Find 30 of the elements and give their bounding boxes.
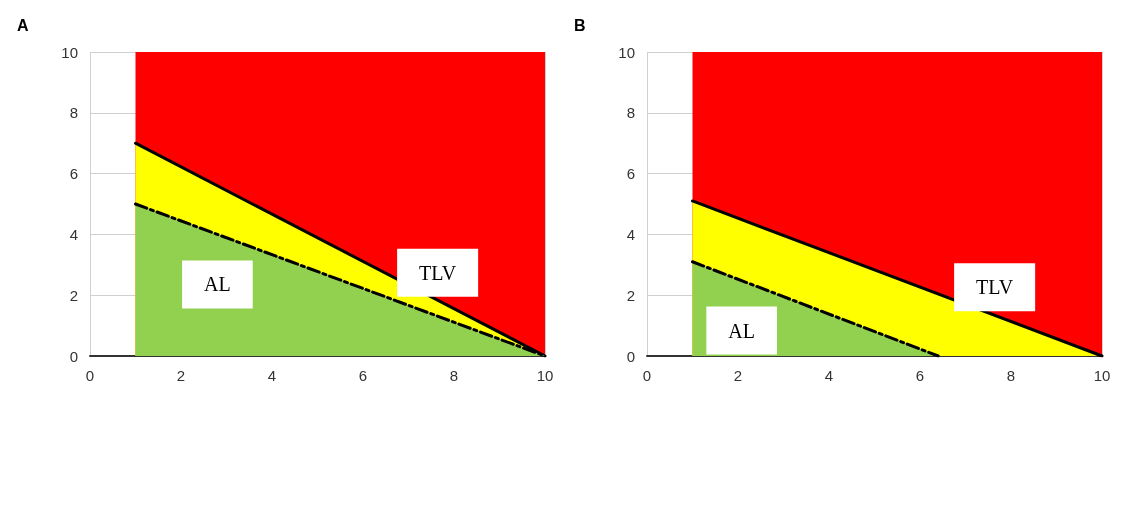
- chart-title: A: [17, 16, 29, 34]
- x-tick-label: 4: [824, 367, 834, 384]
- y-tick-label: 10: [618, 43, 635, 61]
- y-tick-label: 0: [69, 347, 78, 365]
- series-label: TLV: [976, 276, 1014, 299]
- y-tick-label: 8: [69, 104, 78, 122]
- x-tick-label: 4: [267, 367, 277, 384]
- x-tick-label: 2: [176, 367, 186, 384]
- x-tick-label: 8: [1006, 367, 1016, 384]
- series-label: AL: [728, 319, 755, 342]
- chart-title: B: [574, 16, 586, 34]
- x-tick-label: 8: [449, 367, 459, 384]
- y-tick-label: 2: [626, 286, 635, 304]
- x-tick-label: 10: [536, 367, 554, 384]
- y-tick-label: 4: [626, 225, 635, 243]
- x-tick-label: 0: [85, 367, 95, 384]
- series-label: TLV: [419, 261, 457, 284]
- x-tick-label: 6: [358, 367, 368, 384]
- y-tick-label: 6: [69, 165, 78, 183]
- x-tick-label: 0: [642, 367, 652, 384]
- x-tick-label: 6: [915, 367, 925, 384]
- y-tick-label: 10: [61, 43, 78, 61]
- x-tick-label: 2: [733, 367, 743, 384]
- y-tick-label: 4: [69, 225, 78, 243]
- y-tick-label: 2: [69, 286, 78, 304]
- y-tick-label: 6: [626, 165, 635, 183]
- y-tick-label: 8: [626, 104, 635, 122]
- x-tick-label: 10: [1093, 367, 1111, 384]
- series-label: AL: [204, 273, 231, 296]
- y-tick-label: 0: [626, 347, 635, 365]
